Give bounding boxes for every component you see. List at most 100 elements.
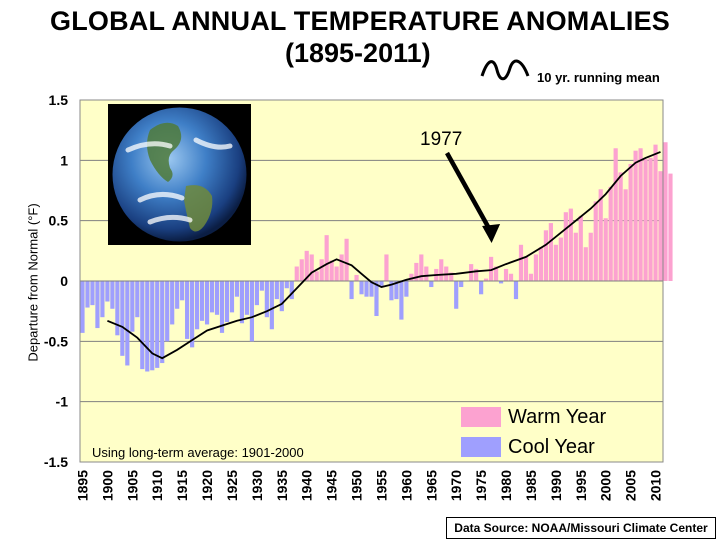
- cool-bar: [244, 281, 250, 315]
- cool-bar: [229, 281, 235, 313]
- cool-bar: [454, 281, 459, 309]
- warm-bar: [663, 142, 668, 281]
- x-tick-label: 1980: [498, 470, 514, 501]
- cool-bar: [145, 281, 150, 372]
- warm-bar: [608, 186, 613, 281]
- x-tick-label: 1910: [149, 470, 165, 501]
- cool-bar: [239, 281, 245, 324]
- x-tick-label: 1925: [224, 470, 240, 501]
- warm-bar: [598, 189, 603, 281]
- cool-bar: [513, 281, 519, 300]
- x-tick-label: 1985: [523, 470, 539, 501]
- warm-bar: [474, 268, 479, 281]
- chart-title: GLOBAL ANNUAL TEMPERATURE ANOMALIES: [50, 6, 670, 36]
- legend-label: Cool Year: [508, 436, 595, 458]
- cool-bar: [349, 281, 354, 300]
- x-tick-label: 1930: [249, 470, 265, 501]
- cool-bar: [170, 281, 175, 325]
- warm-bar: [309, 254, 314, 281]
- cool-bar: [209, 281, 215, 313]
- warm-bar: [523, 256, 529, 281]
- warm-bar: [658, 171, 663, 281]
- y-tick-label: 0.5: [49, 213, 69, 229]
- cool-bar: [105, 281, 110, 302]
- warm-bar: [603, 218, 608, 281]
- x-tick-label: 1895: [74, 470, 90, 501]
- warm-bar: [324, 235, 329, 281]
- warm-bar: [384, 254, 389, 281]
- cool-bar: [140, 281, 145, 370]
- cool-bar: [180, 281, 185, 301]
- cool-bar: [120, 281, 125, 356]
- cool-bar: [264, 281, 269, 318]
- y-tick-label: -1: [56, 394, 69, 410]
- squiggle-icon: [480, 59, 530, 81]
- y-tick-label: 1: [60, 152, 68, 168]
- y-tick-label: 1.5: [49, 92, 69, 108]
- warm-bar: [538, 247, 544, 281]
- cool-bar: [80, 281, 85, 333]
- warm-bar: [503, 268, 509, 281]
- cool-bar: [190, 281, 195, 348]
- warm-bar: [329, 260, 334, 281]
- x-tick-label: 1965: [423, 470, 439, 501]
- cool-bar: [279, 281, 284, 312]
- cool-bar: [379, 281, 384, 286]
- cool-bar: [274, 281, 279, 300]
- cool-bar: [90, 281, 95, 306]
- warm-bar: [508, 273, 514, 281]
- warm-bar: [653, 144, 658, 281]
- warm-bar: [344, 238, 349, 281]
- cool-bar: [399, 281, 404, 320]
- cool-bar: [259, 281, 264, 291]
- x-tick-label: 1900: [99, 470, 115, 501]
- cool-bar: [110, 281, 115, 309]
- warm-bar: [623, 189, 628, 281]
- cool-bar: [234, 281, 240, 297]
- warm-bar: [424, 266, 429, 281]
- warm-bar: [573, 232, 578, 281]
- warm-bar: [319, 259, 324, 281]
- warm-bar: [294, 266, 299, 281]
- plot-border: [79, 99, 664, 463]
- cool-bar: [160, 281, 165, 364]
- x-tick-label: 1945: [324, 470, 340, 501]
- warm-bar: [484, 278, 489, 281]
- warm-bar: [533, 254, 539, 281]
- baseline-note: Using long-term average: 1901-2000: [92, 445, 304, 460]
- cool-bar: [269, 281, 274, 330]
- annotation-arrow-shaft: [445, 151, 494, 235]
- warm-bar: [548, 223, 553, 281]
- cool-bar: [214, 281, 220, 315]
- running-mean-line: [107, 151, 661, 360]
- warm-bar: [304, 250, 309, 281]
- x-tick-label: 1970: [448, 470, 464, 501]
- warm-bar: [613, 148, 618, 281]
- cool-bar: [115, 281, 120, 336]
- warm-bar: [419, 254, 424, 281]
- cool-bar: [359, 281, 364, 295]
- warm-bar: [354, 274, 359, 281]
- warm-bar: [334, 266, 339, 281]
- legend-swatch: [461, 437, 501, 457]
- warm-bar: [449, 272, 454, 281]
- running-mean-label: 10 yr. running mean: [537, 70, 660, 85]
- warm-bar: [643, 159, 648, 281]
- cool-bar: [130, 281, 135, 332]
- clouds: [125, 137, 233, 225]
- x-tick-label: 1975: [473, 470, 489, 501]
- warm-bar: [543, 230, 548, 281]
- warm-bar: [583, 247, 588, 281]
- cool-bar: [175, 281, 180, 309]
- warm-bar: [578, 215, 583, 281]
- warm-bar: [409, 273, 414, 281]
- x-tick-label: 2000: [598, 470, 614, 501]
- cool-bar: [498, 281, 504, 284]
- x-tick-label: 1990: [548, 470, 564, 501]
- cool-bar: [199, 281, 205, 321]
- warm-bar: [563, 212, 568, 281]
- cool-bar: [125, 281, 130, 366]
- warm-bar: [558, 237, 563, 281]
- cool-bar: [364, 281, 369, 297]
- cool-bar: [95, 281, 100, 329]
